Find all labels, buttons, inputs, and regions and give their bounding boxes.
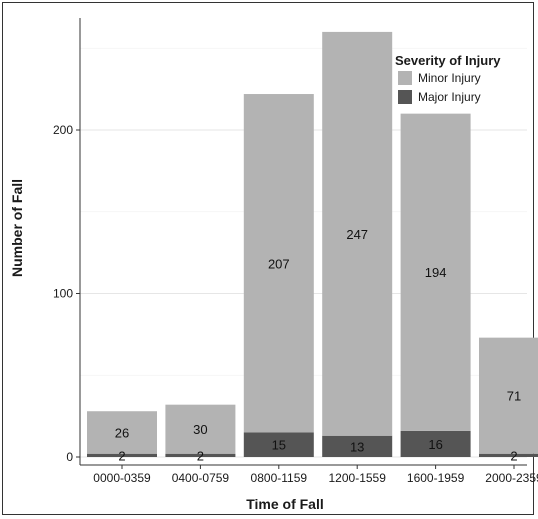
data-labels: 2 26 2 30 15 207 13 247 16 194 2 71 bbox=[115, 227, 521, 464]
bar-minor-injury bbox=[243, 94, 314, 433]
legend: Severity of Injury Minor Injury Major Inj… bbox=[395, 53, 501, 104]
bar-minor-injury bbox=[87, 411, 157, 454]
x-tick-label: 0000-0359 bbox=[93, 471, 151, 485]
legend-label: Minor Injury bbox=[418, 71, 481, 85]
x-tick-label: 0800-1159 bbox=[251, 471, 308, 485]
data-label-minor-injury: 30 bbox=[193, 422, 207, 437]
data-label-major-injury: 13 bbox=[350, 439, 364, 454]
x-tick-label: 0400-0759 bbox=[172, 471, 230, 485]
data-label-minor-injury: 26 bbox=[115, 425, 129, 440]
data-label-major-injury: 2 bbox=[118, 448, 125, 463]
x-tick-label: 1200-1559 bbox=[329, 471, 387, 485]
bar-major-injury bbox=[243, 432, 314, 457]
x-tick-label: 1600-1959 bbox=[407, 471, 465, 485]
y-tick-label: 100 bbox=[53, 287, 73, 301]
x-tick-label: 2000-2359 bbox=[485, 471, 538, 485]
legend-label: Major Injury bbox=[418, 90, 481, 104]
x-axis-title: Time of Fall bbox=[246, 496, 324, 512]
bar-major-injury bbox=[165, 453, 236, 457]
data-label-major-injury: 2 bbox=[197, 448, 204, 463]
bar-minor-injury bbox=[322, 31, 393, 436]
legend-swatch bbox=[398, 71, 412, 85]
y-tick-label: 0 bbox=[66, 450, 73, 464]
y-tick-label: 200 bbox=[53, 123, 73, 137]
data-label-major-injury: 15 bbox=[272, 438, 286, 453]
bar-major-injury bbox=[479, 453, 538, 457]
x-axis: 0000-0359 0400-0759 0800-1159 1200-1559 1600… bbox=[80, 464, 538, 485]
legend-swatch bbox=[398, 90, 412, 104]
data-label-minor-injury: 194 bbox=[425, 265, 447, 280]
data-label-major-injury: 2 bbox=[510, 448, 517, 463]
y-axis: 0 100 200 bbox=[53, 18, 81, 465]
bar-major-injury bbox=[87, 453, 157, 457]
y-axis-title: Number of Fall bbox=[9, 179, 25, 277]
bar-minor-injury bbox=[165, 404, 236, 454]
bar-major-injury bbox=[322, 435, 393, 457]
bar-minor-injury bbox=[400, 113, 471, 431]
data-label-minor-injury: 207 bbox=[268, 256, 290, 271]
bars bbox=[87, 31, 538, 457]
legend-title: Severity of Injury bbox=[395, 53, 501, 68]
bar-minor-injury bbox=[479, 337, 538, 454]
data-label-major-injury: 16 bbox=[428, 437, 442, 452]
data-label-minor-injury: 71 bbox=[507, 389, 521, 404]
bar-major-injury bbox=[400, 430, 471, 457]
data-label-minor-injury: 247 bbox=[346, 227, 368, 242]
